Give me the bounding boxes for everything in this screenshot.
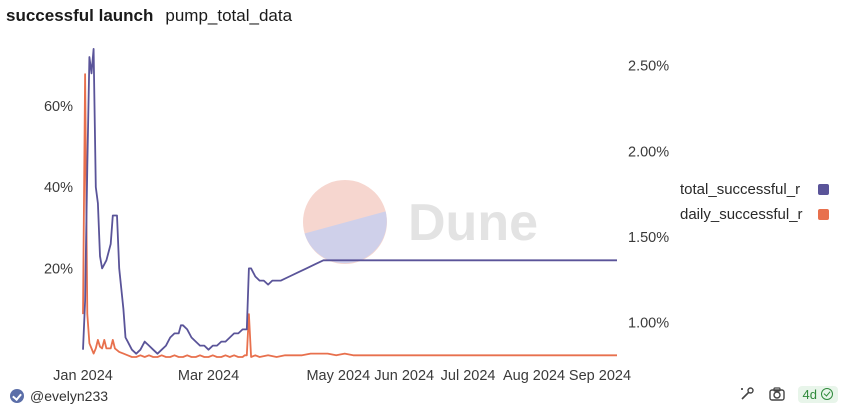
series-line-daily_successful_r xyxy=(82,73,617,358)
chart-subtitle: pump_total_data xyxy=(165,6,293,25)
toolbar: 4d xyxy=(738,385,838,403)
badge-age: 4d xyxy=(802,386,817,402)
watermark-text: Dune xyxy=(408,194,538,252)
y-right-tick-label: 1.00% xyxy=(628,316,669,332)
check-circle-icon xyxy=(821,388,833,400)
watermark-circle-bottom xyxy=(304,211,387,264)
series-line-total_successful_r xyxy=(82,48,617,355)
avatar-verified-icon xyxy=(10,389,24,403)
x-axis: Jan 2024 Mar 2024 May 2024 Jun 2024 Jul 2024… xyxy=(53,368,631,384)
x-tick-label: Mar 2024 xyxy=(178,368,239,384)
legend-swatch xyxy=(818,184,829,195)
y-left-tick-label: 40% xyxy=(44,180,73,196)
series-layer xyxy=(82,48,617,358)
line-chart: Dune Jan 2024 Mar 2024 May 2024 Jun 2024 Jul… xyxy=(44,48,829,384)
dune-watermark: Dune xyxy=(303,180,538,264)
y-right-tick-label: 2.50% xyxy=(628,59,669,75)
y-right-tick-label: 1.50% xyxy=(628,230,669,246)
refresh-age-badge: 4d xyxy=(797,385,838,403)
y-left-tick-label: 20% xyxy=(44,261,73,277)
y-axis-right: 1.00% 1.50% 2.00% 2.50% xyxy=(628,59,669,332)
legend[interactable]: total_successful_r daily_successful_r xyxy=(680,181,829,223)
y-right-tick-label: 2.00% xyxy=(628,144,669,160)
x-tick-label: Jul 2024 xyxy=(441,368,496,384)
x-tick-label: Sep 2024 xyxy=(569,368,631,384)
y-left-tick-label: 60% xyxy=(44,99,73,115)
x-tick-label: May 2024 xyxy=(306,368,370,384)
author[interactable]: @evelyn233 xyxy=(10,388,108,404)
footer: @evelyn233 4d xyxy=(0,385,850,411)
legend-label: total_successful_r xyxy=(680,181,800,198)
camera-icon[interactable] xyxy=(768,385,786,403)
x-tick-label: Aug 2024 xyxy=(503,368,565,384)
x-tick-label: Jun 2024 xyxy=(374,368,434,384)
wand-icon[interactable] xyxy=(738,385,756,403)
chart-title: successful launch xyxy=(6,6,154,25)
legend-label: daily_successful_r xyxy=(680,206,803,223)
chart-header: successful launch pump_total_data xyxy=(6,6,292,30)
x-tick-label: Jan 2024 xyxy=(53,368,113,384)
y-axis-left: 20% 40% 60% xyxy=(44,99,73,278)
legend-swatch xyxy=(818,209,829,220)
author-handle[interactable]: @evelyn233 xyxy=(30,388,109,404)
